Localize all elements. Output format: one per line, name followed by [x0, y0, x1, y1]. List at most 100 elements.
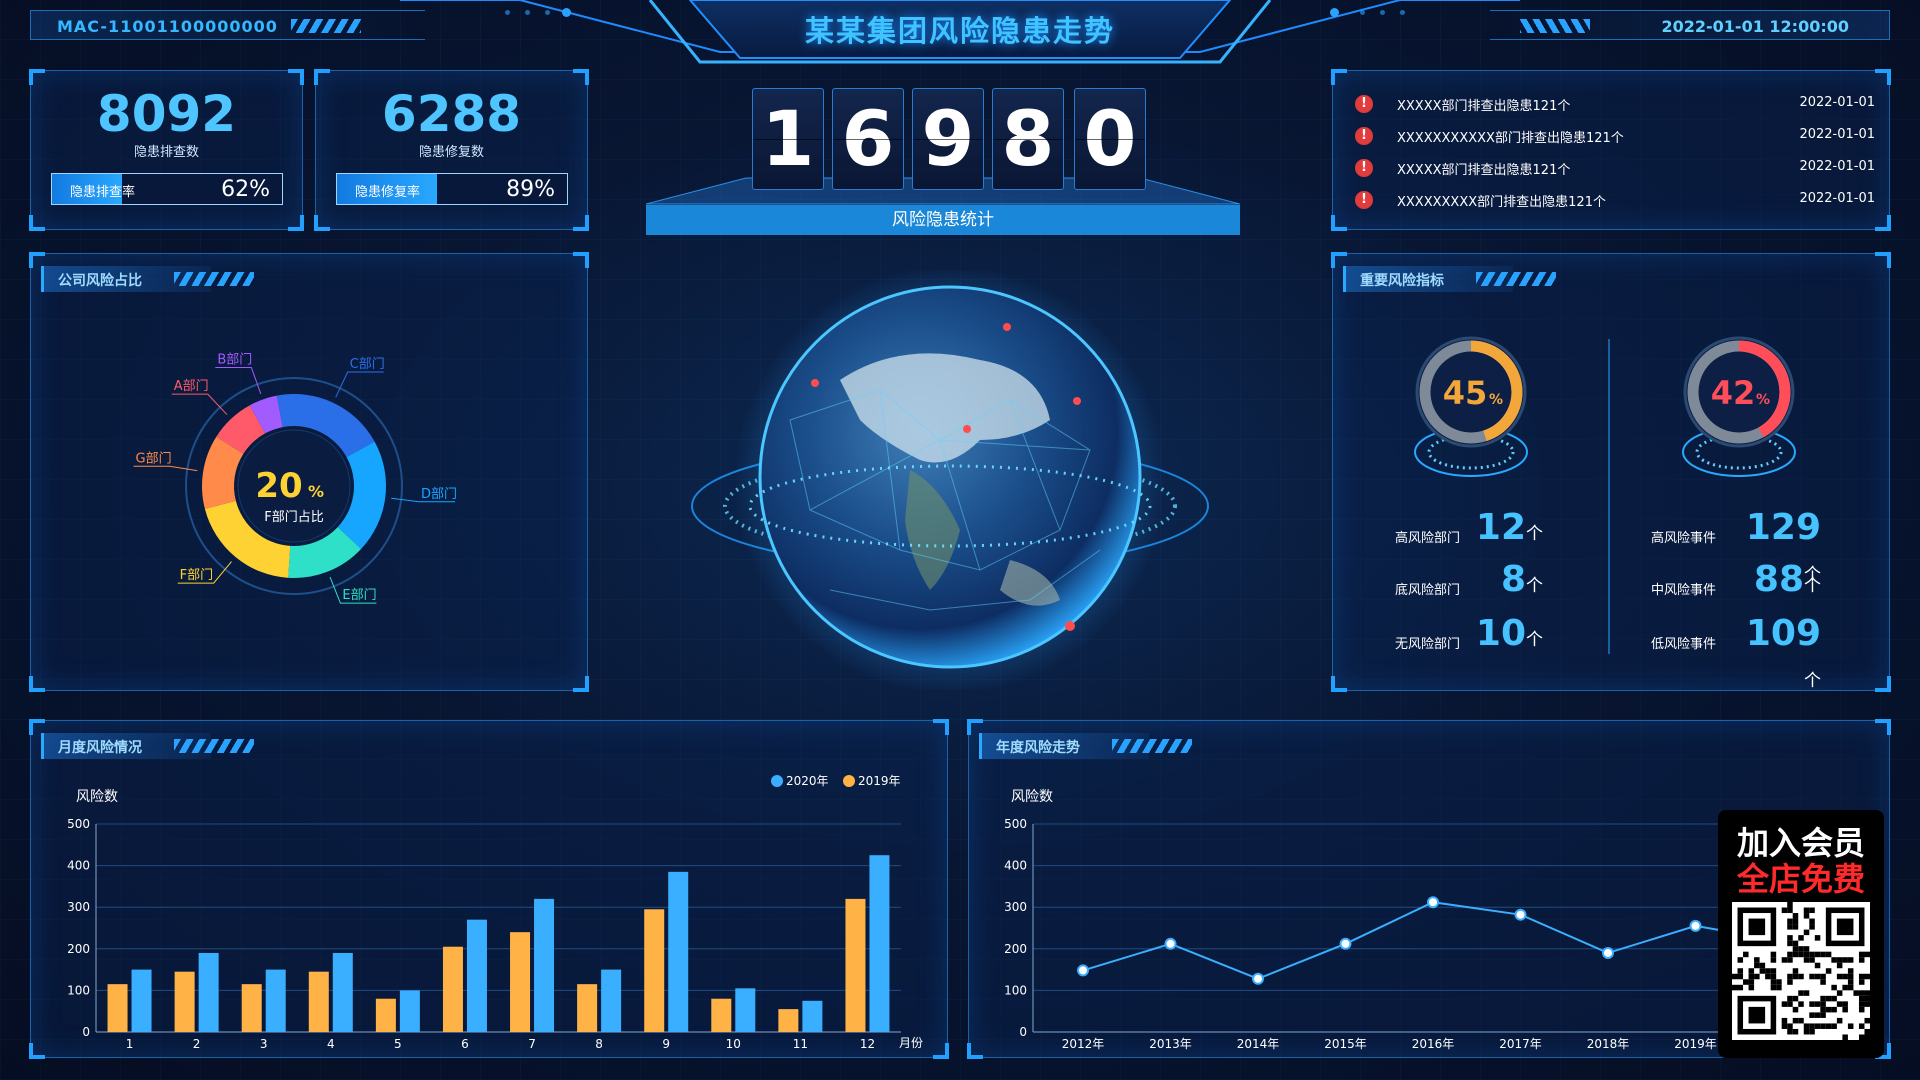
bar[interactable]	[778, 1009, 799, 1032]
bar[interactable]	[735, 988, 756, 1032]
x-tick-label: 3	[260, 1037, 268, 1051]
qr-code-icon	[1732, 902, 1870, 1040]
donut-leader-line	[133, 465, 198, 472]
donut-center-value: 20	[255, 466, 302, 506]
bar[interactable]	[131, 969, 152, 1032]
list-item[interactable]: ! XXXXX部门排查出隐患121个 2022-01-01	[1355, 91, 1875, 117]
alert-list-panel: ! XXXXX部门排查出隐患121个 2022-01-01 ! XXXXXXXX…	[1331, 69, 1891, 231]
line-point[interactable]	[1252, 972, 1264, 985]
donut-slice[interactable]	[276, 394, 375, 458]
panel-title: 公司风险占比	[41, 266, 254, 292]
bar[interactable]	[265, 969, 286, 1032]
stat-value: 6288	[381, 85, 522, 143]
bar[interactable]	[241, 984, 262, 1032]
x-tick-label: 6	[461, 1037, 469, 1051]
bar[interactable]	[399, 990, 420, 1032]
counter-digit: 9	[912, 88, 984, 190]
bar[interactable]	[174, 971, 195, 1032]
bar[interactable]	[869, 855, 890, 1032]
stat-card-inspections: 8092 隐患排查数 隐患排查率 62%	[29, 69, 304, 231]
x-tick-label: 4	[327, 1037, 335, 1051]
alert-text: XXXXX部门排查出隐患121个	[1397, 99, 1571, 114]
device-id-box: MAC-11001100000000	[30, 10, 425, 40]
bar[interactable]	[442, 946, 463, 1032]
x-tick-label: 12	[860, 1037, 875, 1051]
alert-text: XXXXXXXXXXX部门排查出隐患121个	[1397, 131, 1624, 146]
list-item[interactable]: ! XXXXXXXXXXX部门排查出隐患121个 2022-01-01	[1355, 123, 1875, 149]
stripe-decoration	[174, 272, 254, 286]
bar[interactable]	[601, 969, 622, 1032]
panel-title-text: 公司风险占比	[58, 273, 142, 289]
y-tick-label: 100	[67, 983, 90, 997]
gauge-value: 42	[1711, 374, 1756, 412]
stripe-decoration	[1476, 272, 1556, 286]
donut-slice[interactable]	[337, 441, 386, 549]
donut-slice[interactable]	[249, 395, 283, 434]
dot-decoration	[545, 10, 550, 15]
alert-icon: !	[1355, 127, 1373, 145]
bar[interactable]	[198, 952, 219, 1032]
line-point[interactable]	[1164, 937, 1177, 950]
line-point[interactable]	[1602, 946, 1614, 959]
x-tick-label: 7	[528, 1037, 536, 1051]
rate-bar: 隐患修复率 89%	[336, 173, 568, 205]
donut-slice[interactable]	[202, 436, 244, 509]
bar[interactable]	[534, 898, 555, 1032]
donut-chart: A部门 B部门 C部门 D部门 E部门 F部门 G部门 20 % F部门占比	[133, 352, 457, 604]
stat-label: 隐患修复数	[418, 145, 484, 160]
rate-value: 89%	[506, 177, 555, 202]
bar[interactable]	[375, 998, 396, 1032]
page-title: 某某集团风险隐患走势	[804, 14, 1115, 48]
bar[interactable]	[577, 984, 598, 1032]
list-item[interactable]: ! XXXXXXXXX部门排查出隐患121个 2022-01-01	[1355, 187, 1875, 213]
y-tick-label: 300	[67, 900, 90, 914]
alert-text: XXXXX部门排查出隐患121个	[1397, 163, 1571, 178]
stat-value: 8092	[96, 85, 237, 143]
bar[interactable]	[510, 932, 531, 1032]
y-tick-label: 200	[1004, 942, 1027, 956]
bar[interactable]	[802, 1000, 823, 1032]
donut-center-label: F部门占比	[264, 510, 323, 525]
donut-slice[interactable]	[216, 405, 266, 454]
x-tick-label: 11	[793, 1037, 808, 1051]
dot-decoration	[1380, 10, 1385, 15]
globe-graphic	[691, 270, 1209, 690]
indicator-label: 无风险部门	[1395, 637, 1461, 652]
donut-leader-line	[335, 371, 384, 398]
bar[interactable]	[308, 971, 329, 1032]
bar[interactable]	[668, 871, 689, 1032]
bar[interactable]	[107, 984, 128, 1032]
donut-slice[interactable]	[288, 527, 362, 578]
member-promo-badge[interactable]: 加入会员 全店免费	[1718, 810, 1884, 1058]
line-point[interactable]	[1514, 908, 1527, 921]
rate-bar-fill	[337, 174, 438, 204]
bar[interactable]	[711, 998, 732, 1032]
line-point[interactable]	[1339, 937, 1352, 950]
donut-center-unit: %	[308, 482, 324, 501]
donut-slice-label: E部门	[342, 588, 376, 603]
donut-slice[interactable]	[204, 500, 291, 578]
donut-leader-line	[329, 576, 377, 604]
dot-decoration	[505, 10, 510, 15]
y-tick-label: 500	[1004, 817, 1027, 831]
promo-line-2: 全店免费	[1736, 860, 1865, 898]
x-tick-label: 2	[193, 1037, 201, 1051]
line-point[interactable]	[1077, 964, 1089, 977]
line-point[interactable]	[1689, 919, 1702, 932]
gauge-group: 45 % 42 %	[1414, 336, 1796, 654]
monthly-risk-panel: 月度风险情况 0 100 200 300 400 500 1 2 3 4 5 6 7 8 9 10 11 12 …	[29, 719, 949, 1059]
bar[interactable]	[332, 952, 353, 1032]
rate-label: 隐患排查率	[70, 185, 136, 200]
legend-swatch	[843, 775, 855, 787]
rate-bar: 隐患排查率 62%	[51, 173, 283, 205]
bar[interactable]	[644, 909, 665, 1032]
alert-date: 2022-01-01	[1799, 159, 1875, 174]
bar[interactable]	[845, 898, 866, 1032]
y-tick-label: 200	[67, 942, 90, 956]
donut-leader-line	[171, 393, 228, 415]
bar[interactable]	[466, 919, 487, 1032]
indicator-value: 129个	[1745, 507, 1821, 585]
counter-digit: 0	[1074, 88, 1146, 190]
line-point[interactable]	[1427, 896, 1439, 909]
list-item[interactable]: ! XXXXX部门排查出隐患121个 2022-01-01	[1355, 155, 1875, 181]
